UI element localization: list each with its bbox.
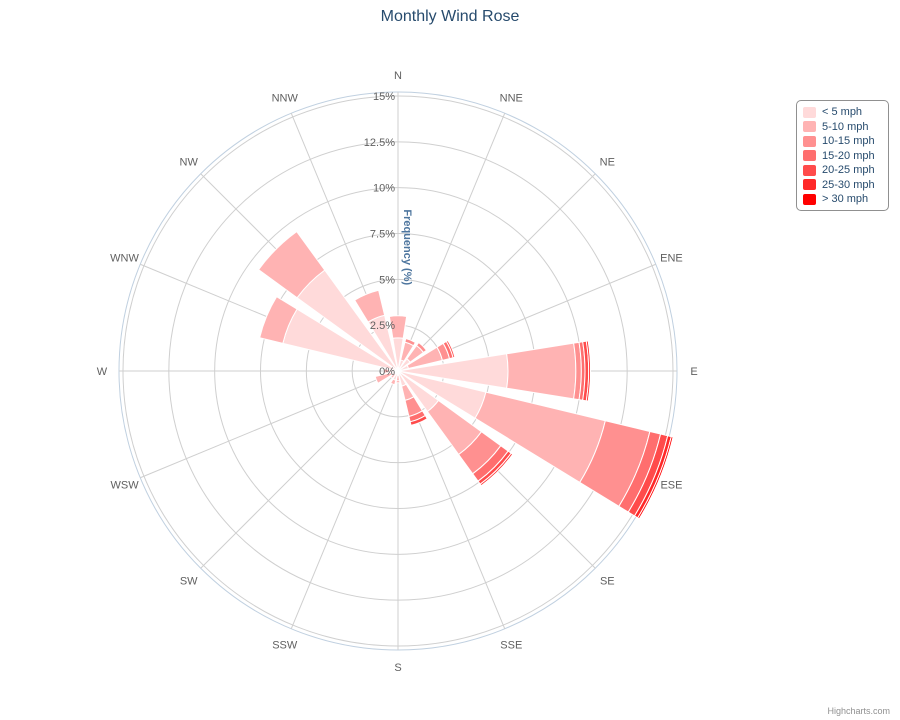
legend-item[interactable]: 25-30 mph [797,178,888,193]
grid-spoke [397,113,506,372]
legend-item[interactable]: 5-10 mph [797,120,888,135]
wind-bar [404,337,417,347]
legend-swatch [803,135,816,147]
category-label: SE [600,575,615,587]
category-label: N [394,70,402,82]
category-label: NE [600,157,615,169]
category-label: SSW [272,639,298,651]
legend-item[interactable]: 10-15 mph [797,134,888,149]
wind-bar [257,230,326,299]
y-tick-label: 7.5% [370,229,395,241]
grid-spoke [200,370,399,569]
legend-swatch [803,193,816,205]
wind-bar [259,295,298,344]
wind-bar [585,340,591,402]
wind-bar [388,315,408,339]
category-label: E [690,366,697,378]
y-tick-label: 10% [373,183,395,195]
category-label: NW [180,157,199,169]
wind-bar [390,372,397,379]
category-label: ESE [660,479,682,491]
legend-swatch [803,164,816,176]
legend-item[interactable]: > 30 mph [797,192,888,207]
wind-bar [382,368,390,374]
wind-bar [395,374,401,382]
legend-item[interactable]: 20-25 mph [797,163,888,178]
wind-bar [636,436,674,520]
legend-swatch [803,150,816,162]
chart-title: Monthly Wind Rose [380,8,520,25]
category-label: W [97,366,108,378]
legend-label: 10-15 mph [822,135,875,148]
legend-label: 5-10 mph [822,120,869,133]
y-axis-labels: 0% 2.5% 5% 7.5% 10% 12.5% 15% [364,91,395,378]
category-label: SW [180,575,198,587]
y-tick-label: 5% [379,274,395,286]
y-tick-label: 0% [379,366,395,378]
y-tick-label: 12.5% [364,137,395,149]
y-axis-title: Frequency (%) [401,209,413,285]
legend-label: 15-20 mph [822,149,875,162]
legend-label: < 5 mph [822,106,863,119]
category-label: S [394,662,401,674]
bars [257,230,674,520]
wind-bar [415,341,428,354]
grid-spoke [397,173,596,372]
wind-bar [506,342,577,400]
legend-swatch [803,179,816,191]
legend-item[interactable]: 15-20 mph [797,149,888,164]
legend: < 5 mph 5-10 mph 10-15 mph 15-20 mph 20-25 m… [796,100,889,211]
category-label: WSW [110,479,139,491]
grid-spoke [290,370,399,629]
wind-bar [445,339,456,359]
wind-bar [409,414,428,426]
category-label: WNW [110,253,139,265]
legend-swatch [803,121,816,133]
credits-link[interactable]: Highcharts.com [827,706,890,716]
wind-bar [395,380,401,384]
legend-swatch [803,106,816,118]
legend-label: 25-30 mph [822,178,875,191]
wind-bar [479,452,514,487]
wind-bar [353,289,386,323]
category-label: NNW [272,93,299,105]
grid-spoke [140,370,399,479]
legend-label: 20-25 mph [822,164,875,177]
category-label: ENE [660,253,683,265]
legend-item[interactable]: < 5 mph [797,105,888,120]
wind-bar [389,378,397,386]
y-tick-label: 15% [373,91,395,103]
category-label: SSE [500,639,522,651]
y-tick-label: 2.5% [370,320,395,332]
wind-bar [374,372,393,384]
legend-label: > 30 mph [822,193,869,206]
category-label: NNE [500,93,523,105]
